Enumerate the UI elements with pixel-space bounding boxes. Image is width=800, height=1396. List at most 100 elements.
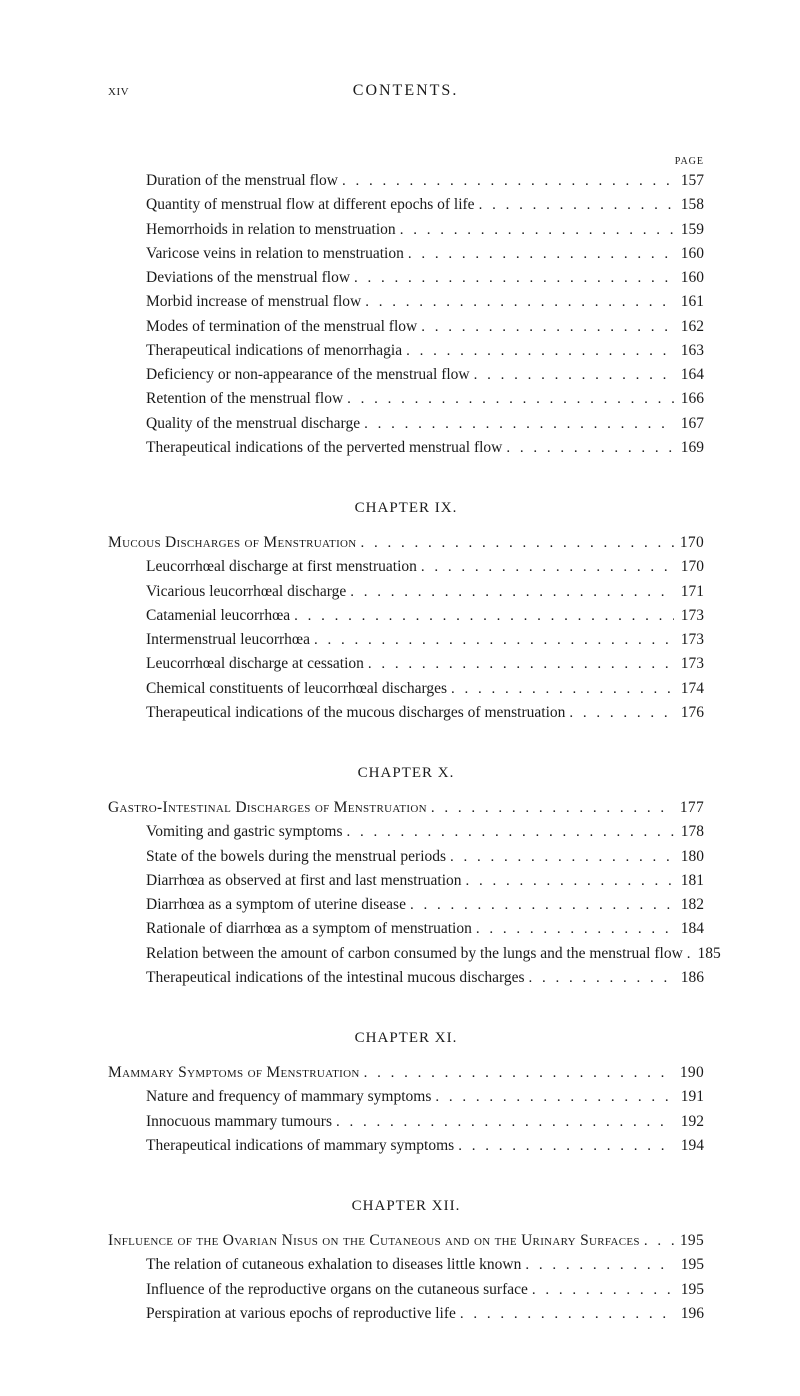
toc-label: Chemical constituents of leucorrhœal dis… <box>108 677 447 701</box>
toc-line: State of the bowels during the menstrual… <box>108 845 704 869</box>
toc-line: Therapeutical indications of the mucous … <box>108 701 704 725</box>
toc-leaders: . . . . . . . . . . . . . . . . . . . . … <box>431 1086 674 1109</box>
toc-leaders: . . . . . . . . . . . . . . . . . . . . … <box>361 291 674 314</box>
toc-leaders: . . . . . . . . . . . . . . . . . . . . … <box>475 194 674 217</box>
toc-page-number: 170 <box>674 555 704 579</box>
toc-leaders: . . . . . . . . . . . . . . . . . . . . … <box>342 821 674 844</box>
toc-line: Vomiting and gastric symptoms. . . . . .… <box>108 820 704 844</box>
toc-line: Morbid increase of menstrual flow. . . .… <box>108 290 704 314</box>
toc-label: Leucorrhœal discharge at first menstruat… <box>108 555 417 579</box>
toc-leaders: . . . . . . . . . . . . . . . . . . . . … <box>454 1135 674 1158</box>
toc-label: Therapeutical indications of mammary sym… <box>108 1134 454 1158</box>
toc-page-number: 190 <box>674 1061 704 1085</box>
toc-page-number: 194 <box>674 1134 704 1158</box>
toc-label: Gastro-Intestinal Discharges of Menstrua… <box>108 796 427 820</box>
toc-page-number: 184 <box>674 917 704 941</box>
running-title: CONTENTS. <box>353 82 459 100</box>
toc-leaders: . . . . . . . . . . . . . . . . . . . . … <box>640 1230 674 1253</box>
continued-entries: Duration of the menstrual flow. . . . . … <box>108 169 704 460</box>
page-roman: xiv <box>108 82 129 100</box>
toc-line: Leucorrhœal discharge at first menstruat… <box>108 555 704 579</box>
toc-page-number: 170 <box>674 531 704 555</box>
toc-page-number: 158 <box>674 193 704 217</box>
chapters-container: CHAPTER IX.Mucous Discharges of Menstrua… <box>108 500 704 1326</box>
toc-page-number: 181 <box>674 869 704 893</box>
toc-page-number: 173 <box>674 604 704 628</box>
toc-line: Therapeutical indications of menorrhagia… <box>108 339 704 363</box>
toc-leaders: . . . . . . . . . . . . . . . . . . . . … <box>350 267 674 290</box>
toc-leaders: . . . . . . . . . . . . . . . . . . . . … <box>402 340 674 363</box>
toc-page-number: 191 <box>674 1085 704 1109</box>
toc-label: Therapeutical indications of menorrhagia <box>108 339 402 363</box>
toc-page-number: 160 <box>674 266 704 290</box>
toc-label: The relation of cutaneous exhalation to … <box>108 1253 521 1277</box>
chapter-heading: CHAPTER XII. <box>108 1198 704 1215</box>
toc-line: Nature and frequency of mammary symptoms… <box>108 1085 704 1109</box>
toc-leaders: . . . . . . . . . . . . . . . . . . . . … <box>290 605 674 628</box>
page: xiv CONTENTS. xiv PAGE Duration of the m… <box>0 0 800 1396</box>
toc-page-number: 166 <box>674 387 704 411</box>
toc-leaders: . . . . . . . . . . . . . . . . . . . . … <box>417 556 674 579</box>
toc-leaders: . . . . . . . . . . . . . . . . . . . . … <box>447 678 674 701</box>
toc-leaders: . . . . . . . . . . . . . . . . . . . . … <box>346 581 674 604</box>
toc-page-number: 160 <box>674 242 704 266</box>
toc-label: Nature and frequency of mammary symptoms <box>108 1085 431 1109</box>
toc-page-number: 176 <box>674 701 704 725</box>
running-head: xiv CONTENTS. xiv <box>108 82 704 100</box>
toc-page-number: 169 <box>674 436 704 460</box>
toc-line: Catamenial leucorrhœa. . . . . . . . . .… <box>108 604 704 628</box>
toc-page-number: 178 <box>674 820 704 844</box>
toc-page-number: 192 <box>674 1110 704 1134</box>
toc-leaders: . . . . . . . . . . . . . . . . . . . . … <box>338 170 674 193</box>
toc-line: Diarrhœa as observed at first and last m… <box>108 869 704 893</box>
chapter-heading: CHAPTER XI. <box>108 1030 704 1047</box>
toc-line: Varicose veins in relation to menstruati… <box>108 242 704 266</box>
toc-leaders: . . . . . . . . . . . . . . . . . . . . … <box>364 653 674 676</box>
toc-leaders: . . . . . . . . . . . . . . . . . . . . … <box>417 316 674 339</box>
toc-label: Vomiting and gastric symptoms <box>108 820 342 844</box>
toc-line: Rationale of diarrhœa as a symptom of me… <box>108 917 704 941</box>
toc-page-number: 171 <box>674 580 704 604</box>
toc-section-line: Influence of the Ovarian Nisus on the Cu… <box>108 1229 704 1253</box>
toc-page-number: 174 <box>674 677 704 701</box>
toc-label: Vicarious leucorrhœal discharge <box>108 580 346 604</box>
toc-leaders: . . . . . . . . . . . . . . . . . . . . … <box>360 1062 674 1085</box>
toc-page-number: 195 <box>674 1229 704 1253</box>
toc-page-number: 180 <box>674 845 704 869</box>
toc-line: Vicarious leucorrhœal discharge. . . . .… <box>108 580 704 604</box>
toc-page-number: 182 <box>674 893 704 917</box>
toc-line: Influence of the reproductive organs on … <box>108 1278 704 1302</box>
toc-leaders: . . . . . . . . . . . . . . . . . . . . … <box>396 219 674 242</box>
toc-leaders: . . . . . . . . . . . . . . . . . . . . … <box>360 413 674 436</box>
toc-leaders: . . . . . . . . . . . . . . . . . . . . … <box>404 243 674 266</box>
toc-section-line: Gastro-Intestinal Discharges of Menstrua… <box>108 796 704 820</box>
toc-label: Hemorrhoids in relation to menstruation <box>108 218 396 242</box>
toc-line: Modes of termination of the menstrual fl… <box>108 315 704 339</box>
page-column-label: PAGE <box>108 156 704 167</box>
chapter-heading: CHAPTER X. <box>108 765 704 782</box>
chapter-block: Gastro-Intestinal Discharges of Menstrua… <box>108 796 704 990</box>
toc-label: Rationale of diarrhœa as a symptom of me… <box>108 917 472 941</box>
toc-label: Duration of the menstrual flow <box>108 169 338 193</box>
toc-line: Therapeutical indications of the pervert… <box>108 436 704 460</box>
toc-line: Deficiency or non-appearance of the mens… <box>108 363 704 387</box>
toc-line: Quality of the menstrual discharge. . . … <box>108 412 704 436</box>
chapter-block: Mucous Discharges of Menstruation . . . .… <box>108 531 704 725</box>
toc-leaders: . . . . . . . . . . . . . . . . . . . . … <box>343 388 674 411</box>
toc-label: Innocuous mammary tumours <box>108 1110 332 1134</box>
toc-line: Leucorrhœal discharge at cessation. . . … <box>108 652 704 676</box>
toc-line: Therapeutical indications of mammary sym… <box>108 1134 704 1158</box>
toc-leaders: . . . . . . . . . . . . . . . . . . . . … <box>683 943 691 966</box>
toc-page-number: 157 <box>674 169 704 193</box>
toc-leaders: . . . . . . . . . . . . . . . . . . . . … <box>565 702 674 725</box>
toc-section-line: Mucous Discharges of Menstruation. . . .… <box>108 531 704 555</box>
toc-line: Intermenstrual leucorrhœa. . . . . . . .… <box>108 628 704 652</box>
toc-label: Varicose veins in relation to menstruati… <box>108 242 404 266</box>
toc-leaders: . . . . . . . . . . . . . . . . . . . . … <box>427 797 674 820</box>
toc-leaders: . . . . . . . . . . . . . . . . . . . . … <box>525 967 675 990</box>
toc-label: Influence of the reproductive organs on … <box>108 1278 528 1302</box>
toc-label: Morbid increase of menstrual flow <box>108 290 361 314</box>
toc-label: Mucous Discharges of Menstruation <box>108 531 357 555</box>
toc-leaders: . . . . . . . . . . . . . . . . . . . . … <box>332 1111 674 1134</box>
toc-label: Leucorrhœal discharge at cessation <box>108 652 364 676</box>
